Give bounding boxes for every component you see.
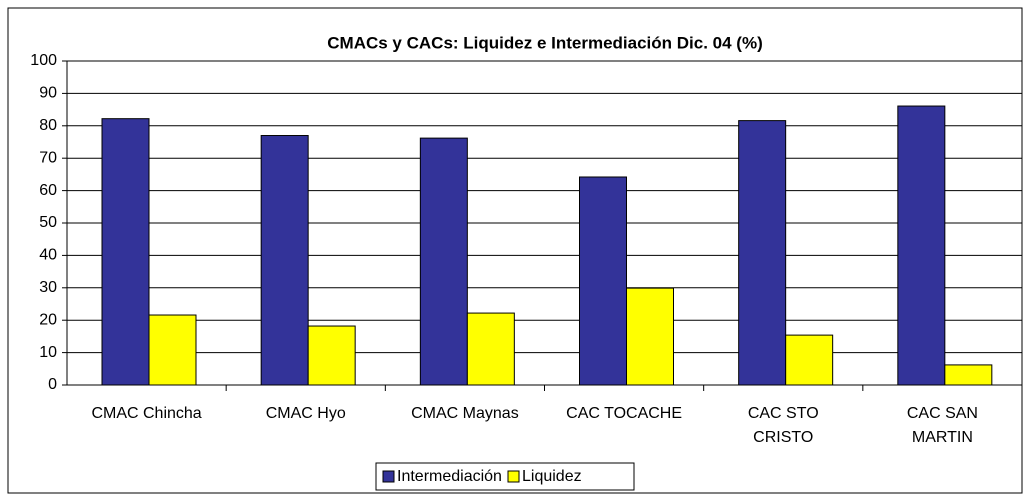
bar <box>419 137 468 386</box>
y-tick-label: 10 <box>39 344 57 361</box>
y-tick-label: 50 <box>39 214 57 231</box>
x-tick-label: CMAC Maynas <box>411 405 519 422</box>
legend-swatch <box>382 470 395 483</box>
bar <box>897 105 946 386</box>
bar <box>260 135 309 386</box>
bar <box>738 120 787 386</box>
chart-title: CMACs y CACs: Liquidez e Intermediación … <box>327 33 762 52</box>
y-tick-label: 60 <box>39 182 57 199</box>
x-tick-label: CAC TOCACHE <box>566 405 682 422</box>
y-tick-label: 30 <box>39 279 57 296</box>
chart-border <box>7 7 1023 494</box>
y-tick-label: 90 <box>39 85 57 102</box>
bar <box>466 312 515 386</box>
legend-label: Intermediación <box>397 468 502 485</box>
y-tick-label: 80 <box>39 117 57 134</box>
bar <box>148 314 197 386</box>
bar <box>307 325 356 386</box>
x-tick-label: CAC STO CRISTO <box>748 405 819 446</box>
legend-label: Liquidez <box>522 468 582 485</box>
bar <box>579 176 627 386</box>
y-tick-label: 70 <box>39 149 57 166</box>
legend-box <box>375 462 635 491</box>
bar <box>626 287 674 386</box>
x-tick-label: CMAC Chincha <box>91 405 201 422</box>
y-tick-label: 40 <box>39 247 57 264</box>
bar <box>785 334 834 386</box>
bar <box>944 364 993 386</box>
y-tick-label: 0 <box>48 376 57 393</box>
bar <box>101 118 150 386</box>
x-tick-label: CMAC Hyo <box>266 405 346 422</box>
y-tick-label: 20 <box>39 311 57 328</box>
y-tick-label: 100 <box>30 52 57 69</box>
x-tick-label: CAC SAN MARTIN <box>907 405 978 446</box>
legend-swatch <box>507 470 520 483</box>
